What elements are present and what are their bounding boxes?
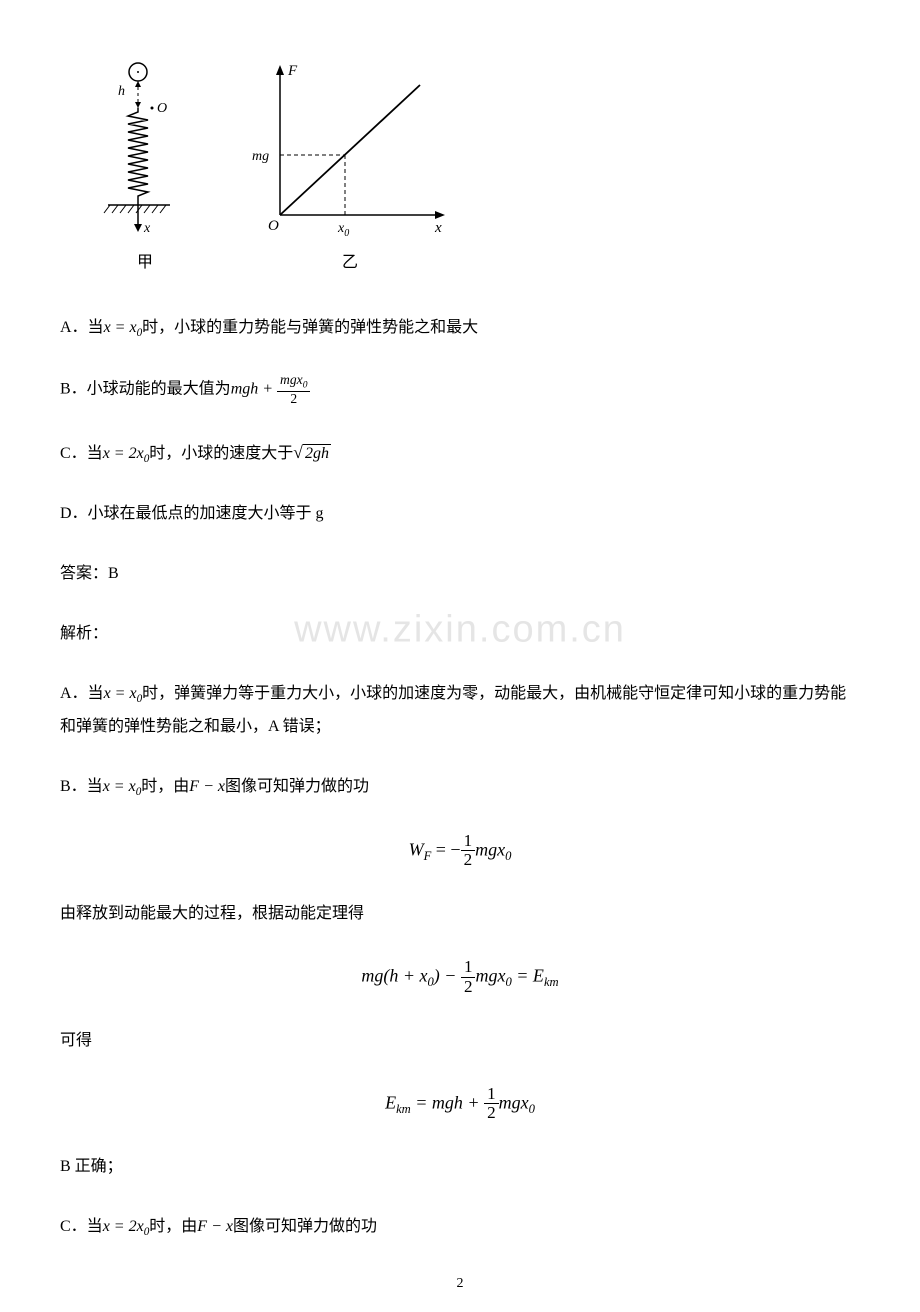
page-number: 2 <box>457 1276 464 1292</box>
figure-right-caption: 乙 <box>342 248 358 272</box>
analysis-A: A．当x = x0时，弹簧弹力等于重力大小，小球的加速度为零，动能最大，由机械能… <box>60 678 860 743</box>
axis-x: x <box>434 220 442 236</box>
axis-O: O <box>268 218 279 234</box>
figure-left-caption: 甲 <box>137 248 153 272</box>
figure-spring: h O x <box>100 60 190 272</box>
spring-diagram-svg: h O x <box>100 60 190 240</box>
option-D: D．小球在最低点的加速度大小等于 g <box>60 498 860 530</box>
label-O: O <box>157 101 167 116</box>
figure-container: h O x <box>100 60 860 272</box>
analysis-B-line1: B．当x = x0时，由F − x图像可知弹力做的功 <box>60 771 860 804</box>
axis-F: F <box>287 63 298 79</box>
option-C: C．当x = 2x0时，小球的速度大于√2gh <box>60 435 860 471</box>
option-B: B．小球动能的最大值为mgh + mgx02 <box>60 373 860 407</box>
analysis-B-conclusion: B 正确； <box>60 1151 860 1183</box>
fx-graph-svg: F x O mg x0 <box>250 60 450 240</box>
analysis-B-line2: 由释放到动能最大的过程，根据动能定理得 <box>60 898 860 930</box>
analysis-B-line3: 可得 <box>60 1025 860 1057</box>
option-A: A．当x = x0时，小球的重力势能与弹簧的弹性势能之和最大 <box>60 312 860 345</box>
equation-3: Ekm = mgh + 12mgx0 <box>60 1085 860 1124</box>
answer: 答案：B <box>60 558 860 590</box>
equation-2: mg(h + x0) − 12mgx0 = Ekm <box>60 958 860 997</box>
figure-graph: F x O mg x0 乙 <box>250 60 450 272</box>
analysis-label: 解析： <box>60 618 860 650</box>
label-x: x <box>143 221 151 236</box>
analysis-C-line1: C．当x = 2x0时，由F − x图像可知弹力做的功 <box>60 1211 860 1244</box>
label-mg: mg <box>252 149 269 164</box>
equation-1: WF = −12mgx0 <box>60 832 860 871</box>
label-x0: x0 <box>337 221 349 239</box>
label-h: h <box>118 84 125 99</box>
